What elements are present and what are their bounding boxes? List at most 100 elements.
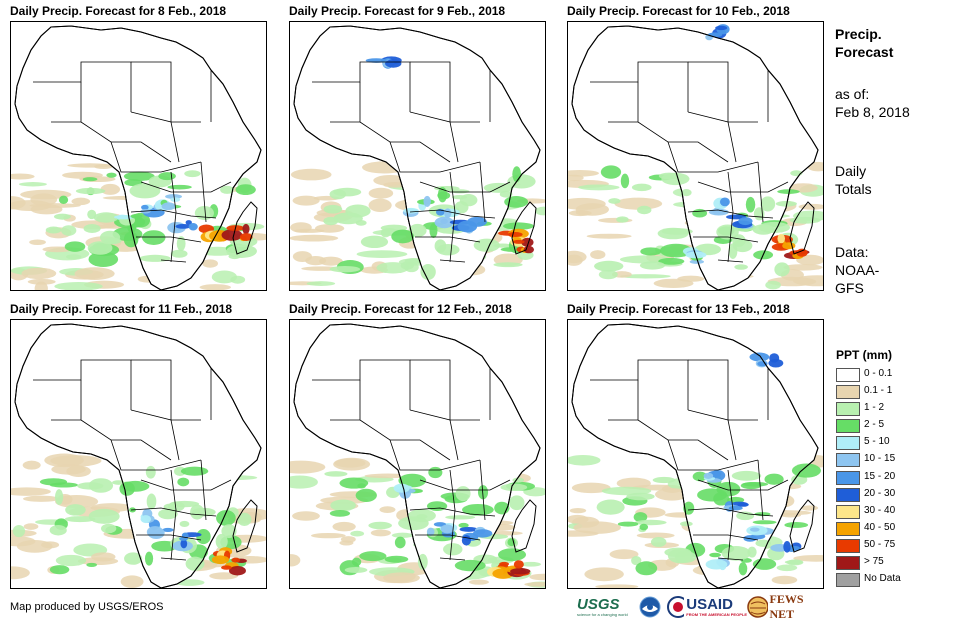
panel-title: Daily Precip. Forecast for 12 Feb., 2018 [289,302,512,316]
heavy-precip-patch [512,239,525,244]
heavy-precip-patch [783,541,791,553]
credit-text: Map produced by USGS/EROS [10,601,164,613]
legend-item: No Data [836,571,956,588]
precip-patch [674,551,697,563]
precip-patch [329,510,351,517]
legend-title: PPT (mm) [836,348,893,362]
fewsnet-wordmark: FEWS NET [769,592,804,621]
legend-swatch [836,436,860,451]
precip-patch [145,465,156,479]
country-border [479,161,486,223]
usgs-wordmark: USGS [577,596,620,613]
heavy-precip-patch [221,565,232,570]
country-border [136,534,202,541]
legend-label: 50 - 75 [864,538,896,550]
country-border [687,409,737,461]
heavy-precip-patch [426,527,435,536]
ocean-precip-patch [120,575,144,588]
ocean-precip-patch [290,460,326,474]
precip-patch [462,503,494,516]
precip-patch [93,212,119,223]
legend: 0 - 0.1 0.1 - 1 1 - 2 2 - 5 5 - 10 10 - 15 15 … [836,366,956,588]
precip-patch [82,177,98,182]
ocean-precip-patch [290,222,312,233]
precip-patch [184,170,201,178]
precip-patch [443,543,463,556]
precip-patch [600,165,622,179]
ocean-precip-patch [292,195,320,206]
legend-swatch [836,470,860,485]
country-border [80,121,172,163]
country-border [449,171,456,263]
country-border [727,469,734,561]
heavy-precip-patch [708,208,729,216]
ocean-precip-patch [21,267,57,280]
precip-patch [384,555,409,563]
ocean-precip-patch [356,250,408,258]
country-border [688,359,758,421]
precip-patch [426,501,448,511]
country-border [200,459,207,521]
precip-patch [633,512,648,523]
country-border [131,359,201,421]
country-border [170,469,177,561]
precip-map [289,319,546,589]
precip-patch [734,264,748,270]
legend-label: 40 - 50 [864,521,896,533]
precip-patch [507,174,536,189]
ocean-precip-patch [94,164,113,170]
precip-patch [330,499,356,512]
ocean-precip-patch [636,532,675,539]
legend-item: 40 - 50 [836,520,956,537]
ocean-precip-patch [573,521,621,534]
precip-patch [139,254,171,262]
panel-title: Daily Precip. Forecast for 10 Feb., 2018 [567,4,790,18]
coastline [571,25,819,290]
country-border [136,236,202,243]
legend-item: 10 - 15 [836,451,956,468]
precip-patch [631,183,652,192]
heavy-precip-patch [180,539,188,549]
legend-swatch [836,538,860,553]
ocean-precip-patch [340,536,356,543]
panel-title: Daily Precip. Forecast for 8 Feb., 2018 [10,4,227,18]
heavy-precip-patch [703,472,714,479]
ocean-precip-patch [290,554,301,567]
legend-swatch [836,521,860,536]
precip-patch [177,477,190,487]
heavy-precip-patch [523,245,535,254]
legend-label: > 75 [864,556,884,568]
precip-patch [596,499,625,515]
precip-patch [650,537,667,547]
ocean-precip-patch [520,561,542,567]
precip-patch [49,525,67,536]
precip-patch [360,235,389,249]
heavy-precip-patch [228,565,246,576]
ocean-precip-patch [334,458,366,468]
precip-map [289,21,546,291]
country-border [33,359,132,410]
ocean-precip-patch [209,572,239,580]
heavy-precip-patch [385,59,402,68]
precip-patch [493,262,523,268]
precip-patch [339,477,369,489]
heavy-precip-patch [796,248,808,257]
heavy-precip-patch [689,259,705,264]
ocean-precip-patch [71,197,91,206]
precip-patch [637,205,652,215]
heavy-precip-patch [510,568,531,575]
ocean-precip-patch [314,224,345,233]
noaa-logo [639,595,663,619]
precip-patch [329,265,361,273]
country-border [449,469,456,561]
precip-patch [324,471,348,477]
precip-patch [608,198,621,204]
precip-patch [455,486,471,502]
precip-patch [64,241,86,252]
precip-patch [87,241,113,255]
country-border [419,181,511,193]
ocean-precip-patch [568,514,589,524]
ocean-precip-patch [290,168,332,181]
country-border [110,439,202,471]
heavy-precip-patch [728,505,743,511]
